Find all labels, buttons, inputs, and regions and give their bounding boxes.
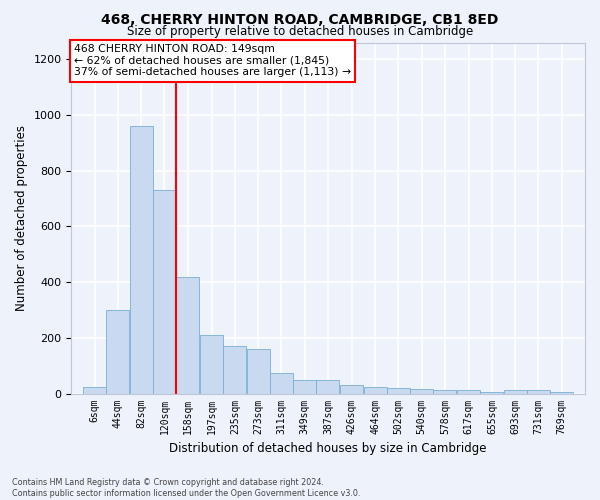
Bar bbox=[387, 388, 410, 394]
Bar bbox=[433, 390, 456, 394]
Bar bbox=[247, 349, 269, 394]
Y-axis label: Number of detached properties: Number of detached properties bbox=[15, 125, 28, 311]
Bar bbox=[130, 126, 152, 394]
Bar bbox=[83, 386, 106, 394]
X-axis label: Distribution of detached houses by size in Cambridge: Distribution of detached houses by size … bbox=[169, 442, 487, 455]
Bar bbox=[200, 335, 223, 394]
Text: 468, CHERRY HINTON ROAD, CAMBRIDGE, CB1 8ED: 468, CHERRY HINTON ROAD, CAMBRIDGE, CB1 … bbox=[101, 12, 499, 26]
Bar bbox=[527, 390, 550, 394]
Bar bbox=[457, 390, 480, 394]
Text: Size of property relative to detached houses in Cambridge: Size of property relative to detached ho… bbox=[127, 25, 473, 38]
Bar bbox=[223, 346, 247, 394]
Text: Contains HM Land Registry data © Crown copyright and database right 2024.
Contai: Contains HM Land Registry data © Crown c… bbox=[12, 478, 361, 498]
Bar bbox=[481, 392, 503, 394]
Bar bbox=[316, 380, 340, 394]
Bar bbox=[410, 390, 433, 394]
Bar bbox=[153, 190, 176, 394]
Bar bbox=[293, 380, 316, 394]
Bar bbox=[176, 276, 199, 394]
Bar bbox=[504, 390, 527, 394]
Bar bbox=[106, 310, 130, 394]
Bar bbox=[270, 372, 293, 394]
Bar bbox=[364, 386, 386, 394]
Bar bbox=[550, 392, 573, 394]
Bar bbox=[340, 385, 363, 394]
Text: 468 CHERRY HINTON ROAD: 149sqm
← 62% of detached houses are smaller (1,845)
37% : 468 CHERRY HINTON ROAD: 149sqm ← 62% of … bbox=[74, 44, 351, 78]
